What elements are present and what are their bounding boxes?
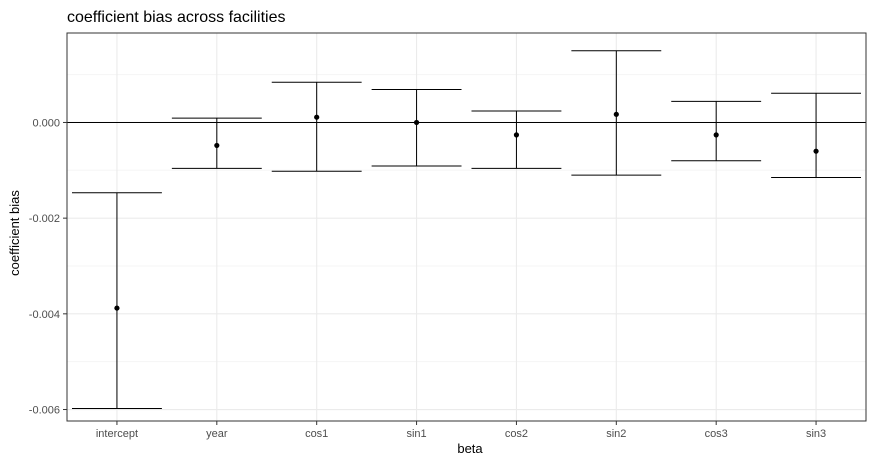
chart-title: coefficient bias across facilities — [67, 9, 285, 26]
x-axis-ticks: intercept year cos1 sin1 cos2 sin2 cos3 sin3 — [96, 421, 826, 440]
y-axis-ticks: -0.006 -0.004 -0.002 0.000 — [29, 117, 67, 417]
y-tick-label: -0.002 — [29, 213, 60, 225]
x-axis-title: beta — [457, 441, 483, 456]
x-tick-label-year: year — [206, 428, 228, 440]
errorbar-marks — [71, 50, 862, 410]
x-tick-label-cos1: cos1 — [305, 428, 328, 440]
grid-minor — [67, 74, 866, 363]
point-sin3 — [813, 148, 819, 154]
x-tick-label-cos3: cos3 — [705, 428, 728, 440]
point-cos2 — [513, 132, 520, 138]
point-year — [214, 142, 220, 149]
grid-major — [67, 33, 866, 421]
x-tick-label-intercept: intercept — [96, 428, 138, 440]
point-intercept — [114, 305, 120, 311]
y-tick-label: -0.004 — [29, 309, 60, 321]
y-axis-title: coefficient bias — [7, 190, 22, 276]
point-cos1 — [314, 114, 320, 120]
panel-border — [66, 32, 867, 422]
x-tick-label-sin3: sin3 — [806, 428, 826, 440]
point-cos3 — [713, 132, 719, 138]
y-tick-label: -0.006 — [29, 405, 60, 417]
x-tick-label-sin2: sin2 — [606, 428, 626, 440]
y-tick-label: 0.000 — [32, 117, 60, 129]
x-tick-label-sin1: sin1 — [406, 428, 426, 440]
point-sin2 — [613, 111, 619, 117]
point-sin1 — [413, 119, 420, 126]
x-tick-label-cos2: cos2 — [505, 428, 528, 440]
